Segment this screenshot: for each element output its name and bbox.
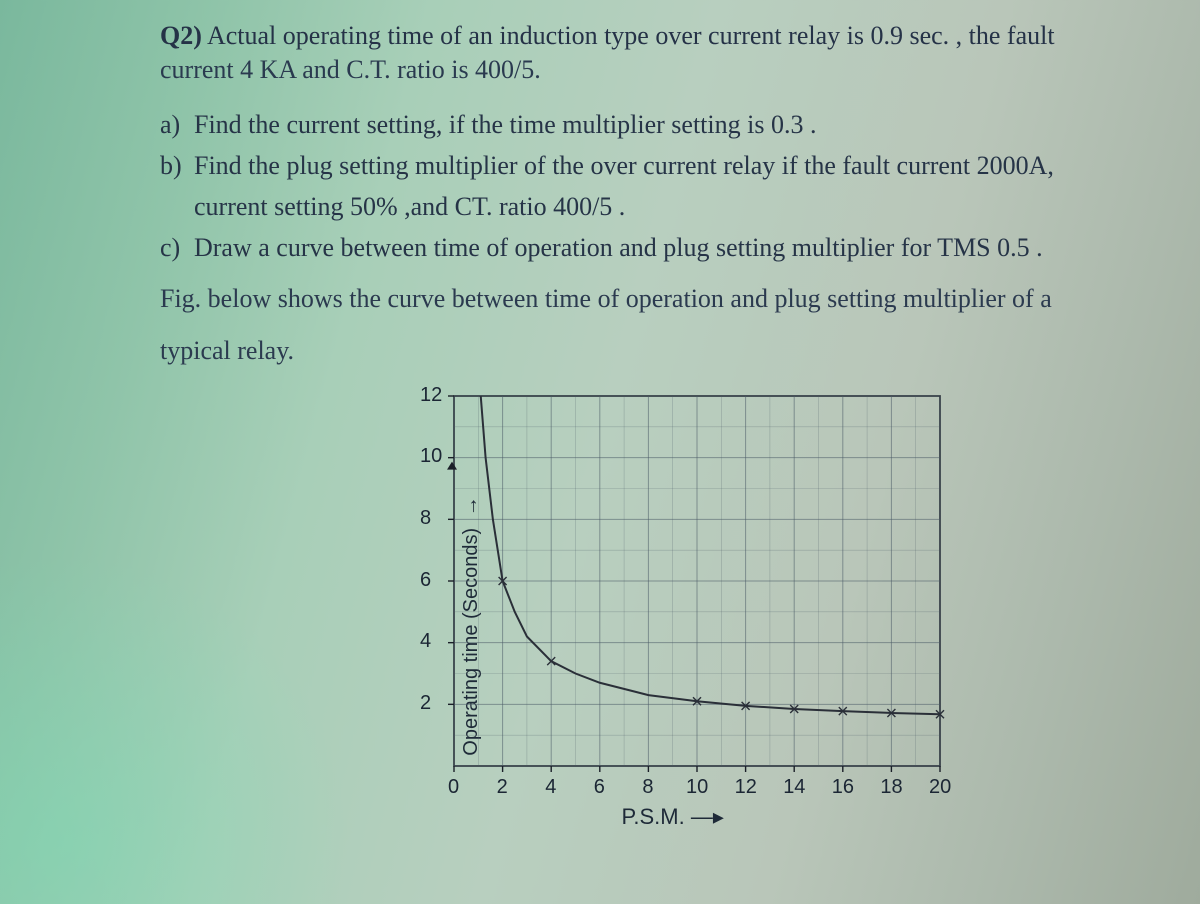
x-tick-18: 18 bbox=[880, 776, 902, 799]
part-a: a)Find the current setting, if the time … bbox=[160, 107, 1140, 142]
x-tick-4: 4 bbox=[545, 776, 556, 799]
x-axis-label-text: P.S.M. bbox=[622, 804, 685, 829]
part-a-label: a) bbox=[160, 107, 194, 142]
figure-caption-l2: typical relay. bbox=[160, 333, 1140, 368]
y-tick-6: 6 bbox=[420, 569, 431, 592]
y-tick-12: 12 bbox=[420, 384, 442, 407]
y-tick-8: 8 bbox=[420, 507, 431, 530]
part-a-text: Find the current setting, if the time mu… bbox=[194, 110, 816, 139]
chart-svg bbox=[440, 386, 960, 816]
part-b-label: b) bbox=[160, 148, 194, 183]
x-axis-label: P.S.M. —▸ bbox=[622, 804, 724, 876]
part-b: b)Find the plug setting multiplier of th… bbox=[160, 148, 1140, 183]
part-b-cont: current setting 50% ,and CT. ratio 400/5… bbox=[160, 189, 1140, 224]
x-tick-12: 12 bbox=[735, 776, 757, 799]
right-arrow-icon: —▸ bbox=[691, 804, 724, 829]
x-tick-20: 20 bbox=[929, 776, 951, 799]
figure-caption-l1: Fig. below shows the curve between time … bbox=[160, 281, 1140, 316]
x-tick-10: 10 bbox=[686, 776, 708, 799]
question-line1: Q2) Actual operating time of an inductio… bbox=[160, 18, 1140, 53]
question-line2: current 4 KA and C.T. ratio is 400/5. bbox=[160, 55, 1140, 85]
y-tick-2: 2 bbox=[420, 692, 431, 715]
x-tick-14: 14 bbox=[783, 776, 805, 799]
page: Q2) Actual operating time of an inductio… bbox=[0, 0, 1200, 904]
part-b-text1: Find the plug setting multiplier of the … bbox=[194, 151, 1054, 180]
question-text-1: Actual operating time of an induction ty… bbox=[207, 21, 1055, 50]
x-tick-6: 6 bbox=[594, 776, 605, 799]
part-c-text: Draw a curve between time of operation a… bbox=[194, 233, 1043, 262]
x-tick-0: 0 bbox=[448, 776, 459, 799]
y-tick-10: 10 bbox=[420, 445, 442, 468]
question-number: Q2) bbox=[160, 21, 202, 50]
x-tick-8: 8 bbox=[642, 776, 653, 799]
part-c-label: c) bbox=[160, 230, 194, 265]
x-tick-16: 16 bbox=[832, 776, 854, 799]
psm-chart: Operating time (Seconds) → 24681012 0246… bbox=[390, 386, 990, 866]
part-c: c)Draw a curve between time of operation… bbox=[160, 230, 1140, 265]
x-tick-2: 2 bbox=[497, 776, 508, 799]
y-tick-4: 4 bbox=[420, 630, 431, 653]
